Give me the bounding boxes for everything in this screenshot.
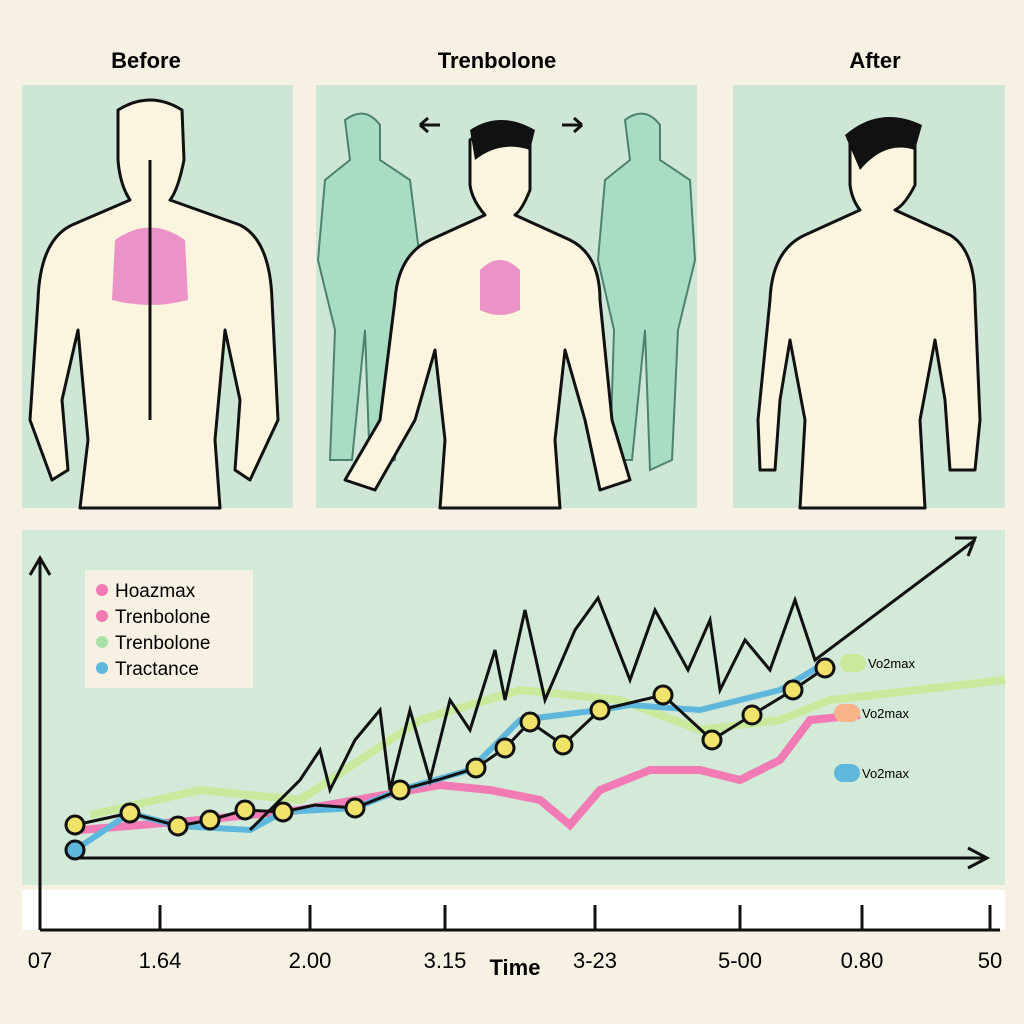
panel-title: Trenbolone xyxy=(438,48,557,73)
point xyxy=(652,684,674,706)
legend-label: Tractance xyxy=(115,659,199,680)
legend-dot xyxy=(96,584,108,596)
point xyxy=(814,657,836,679)
hair xyxy=(470,120,535,160)
legend-dot xyxy=(96,636,108,648)
line-label: Vo2max xyxy=(868,656,915,671)
figure-after xyxy=(756,119,982,510)
x-tick-label: 3.15 xyxy=(424,948,467,973)
lungs xyxy=(480,260,520,315)
legend-label: Hoazmax xyxy=(115,581,196,602)
point xyxy=(519,711,541,733)
x-tick-label: 5-00 xyxy=(718,948,762,973)
legend-dot xyxy=(96,610,108,622)
arrows xyxy=(419,116,583,134)
hair xyxy=(845,117,922,170)
point xyxy=(389,779,411,801)
line-label-chip xyxy=(834,704,860,722)
legend-label: Trenbolone xyxy=(115,633,210,654)
panel-trenbolone xyxy=(316,85,697,510)
x-tick-label: 2.00 xyxy=(289,948,332,973)
green-line xyxy=(89,676,1006,819)
figure-ghost xyxy=(596,112,697,472)
point xyxy=(119,802,141,824)
legend-label: Trenbolone xyxy=(115,607,210,628)
point xyxy=(199,809,221,831)
trend-arrow xyxy=(955,536,978,557)
legend-dot xyxy=(96,662,108,674)
point xyxy=(741,704,763,726)
x-tick-label: 3-23 xyxy=(573,948,617,973)
x-tick-label: 07 xyxy=(28,948,52,973)
x-tick-label: 1.64 xyxy=(139,948,182,973)
point xyxy=(344,797,366,819)
panel-after xyxy=(733,85,1005,510)
x-axis-label: Time xyxy=(490,955,541,980)
black-line xyxy=(248,538,976,832)
yellow-points xyxy=(64,657,836,837)
line-label: Vo2max xyxy=(862,766,909,781)
axis-band xyxy=(22,890,1005,930)
point xyxy=(494,737,516,759)
point xyxy=(701,729,723,751)
point xyxy=(465,757,487,779)
panel-title: Before xyxy=(111,48,181,73)
point xyxy=(64,814,86,836)
x-tick-label: 0.80 xyxy=(841,948,884,973)
legend-box xyxy=(85,570,253,688)
y-arrow xyxy=(28,555,52,576)
line-label-chip xyxy=(840,654,866,672)
point xyxy=(552,734,574,756)
point xyxy=(589,699,611,721)
figure-front xyxy=(343,124,632,510)
labels: Hoazmax Trenbolone Trenbolone Tractance Vo2m… xyxy=(28,581,1002,980)
point xyxy=(782,679,804,701)
panel-title: After xyxy=(849,48,901,73)
point xyxy=(167,815,189,837)
line-label: Vo2max xyxy=(862,706,909,721)
point xyxy=(64,839,86,861)
x-tick-label: 50 xyxy=(978,948,1002,973)
panel-before xyxy=(22,85,293,510)
x-arrow xyxy=(967,846,991,870)
line-label-chip xyxy=(834,764,860,782)
point xyxy=(234,799,256,821)
point xyxy=(272,801,294,823)
